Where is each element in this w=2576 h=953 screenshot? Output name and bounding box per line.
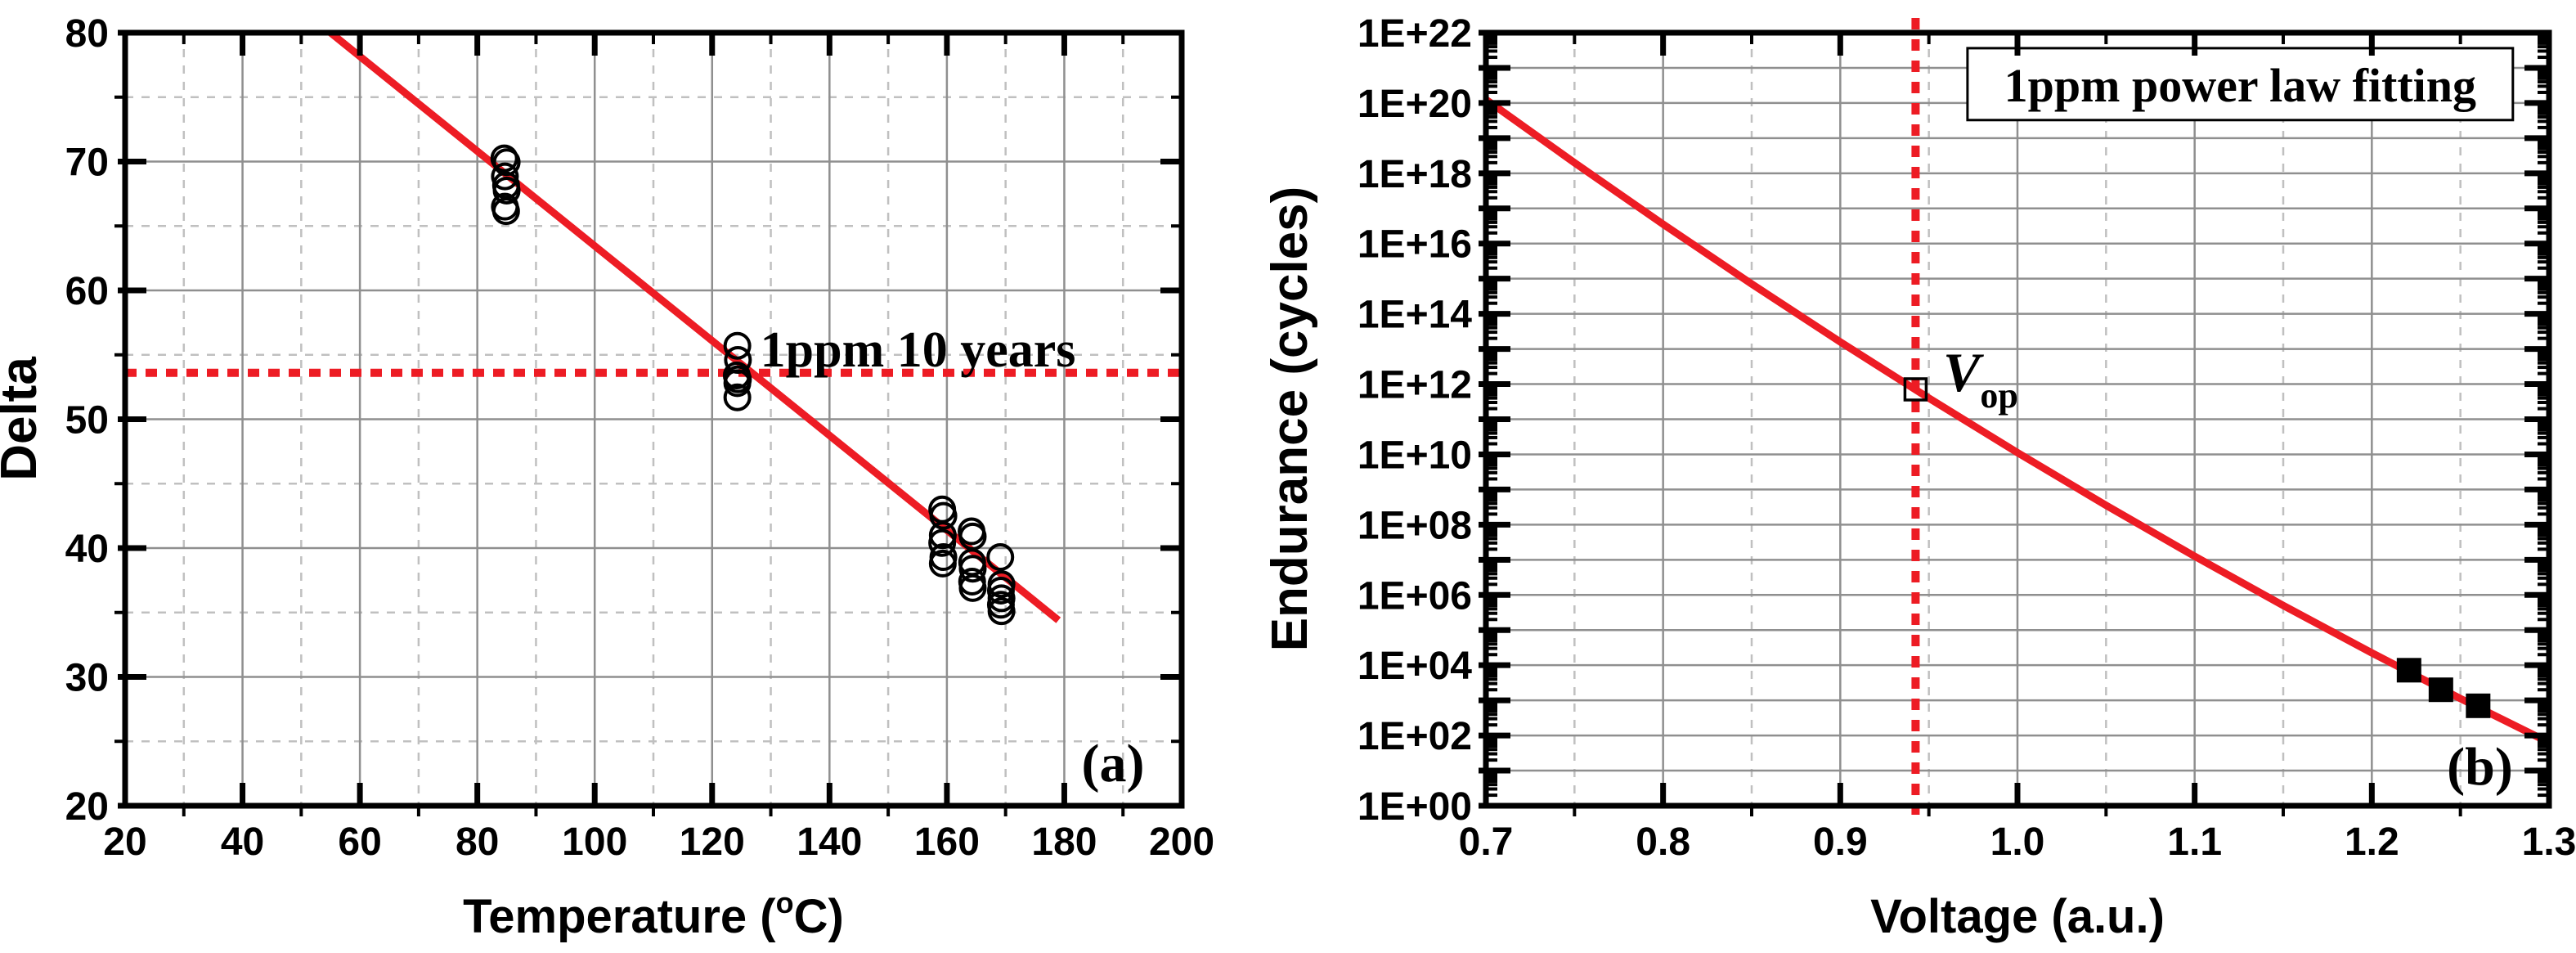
x-tick-label: 80 [456, 820, 499, 864]
panel-b-legend: 1ppm power law fitting [1966, 47, 2515, 122]
x-tick-label: 20 [103, 820, 146, 864]
panel-a-x-title-main: Temperature ( [463, 890, 776, 943]
data-point-open-circle [723, 331, 752, 360]
data-point-open-circle [723, 383, 752, 411]
panel-a-y-axis-title: Delta [0, 357, 47, 481]
panel-b-label: (b) [2447, 737, 2513, 797]
x-tick-label: 0.8 [1636, 820, 1690, 864]
data-point-open-circle [723, 369, 752, 398]
y-tick-label: 1E+08 [1358, 504, 1472, 547]
data-point-open-circle [958, 555, 987, 583]
power-law-fit-line [1483, 96, 2551, 746]
y-tick-label: 60 [65, 270, 109, 313]
x-tick-label: 140 [797, 820, 862, 864]
panel-b-fit [1483, 96, 2551, 746]
y-tick-label: 1E+04 [1358, 645, 1472, 688]
data-point-open-circle [986, 576, 1015, 605]
panel-b-annotations: (b) [2447, 737, 2513, 797]
x-tick-label: 1.3 [2522, 820, 2576, 864]
x-tick-label: 60 [338, 820, 381, 864]
vop-label: Vop [1943, 341, 2018, 416]
panel-b-tick-labels: 0.7 0.8 0.9 1.0 1.1 1.2 1.3 1E+00 1E+02 1E+04 1E+0… [1358, 12, 2576, 864]
panel-b-ticks [1479, 29, 2552, 816]
data-point-filled-square [2428, 677, 2453, 703]
panel-a-data-points [490, 144, 1016, 626]
panel-b-op-marker: Vop [1903, 341, 2018, 416]
panel-b-data-points [2396, 658, 2491, 718]
panel-b: Vop 1ppm power law fitting 0.7 0.8 0.9 1.0 1.1… [1358, 12, 2576, 864]
y-tick-label: 1E+02 [1358, 715, 1472, 758]
vop-label-sub: op [1980, 375, 2017, 416]
y-tick-label: 70 [65, 142, 109, 185]
x-tick-label: 1.0 [1990, 820, 2045, 864]
y-tick-label: 1E+22 [1358, 12, 1472, 56]
data-point-filled-square [2466, 693, 2491, 718]
y-tick-label: 1E+20 [1358, 83, 1472, 126]
x-tick-label: 120 [680, 820, 745, 864]
y-tick-label: 1E+14 [1358, 294, 1472, 337]
data-point-open-circle [928, 528, 957, 557]
y-tick-label: 1E+18 [1358, 153, 1472, 196]
y-tick-label: 20 [65, 785, 109, 829]
panel-a-x-title-post: C) [794, 890, 844, 943]
data-point-open-circle [986, 543, 1015, 572]
y-tick-label: 1E+10 [1358, 434, 1472, 477]
y-tick-label: 50 [65, 399, 109, 443]
data-point-filled-square [2396, 658, 2421, 683]
panel-a-annotations: 1ppm 10 years (a) [761, 322, 1145, 793]
panel-a-label: (a) [1082, 734, 1145, 793]
panel-b-y-axis-title: Endurance (cycles) [1262, 187, 1318, 652]
panel-a-gridlines [125, 33, 1182, 806]
data-point-open-circle [929, 501, 958, 530]
legend-label: 1ppm power law fitting [2004, 59, 2476, 112]
render-root: 20 40 60 80 100 120 140 160 180 200 20 30 40 50 60 70 80… [65, 12, 2576, 864]
x-tick-label: 1.2 [2345, 820, 2399, 864]
y-tick-label: 1E+12 [1358, 364, 1472, 407]
panel-b-gridlines [1486, 33, 2549, 806]
data-point-open-circle [491, 197, 520, 226]
data-point-open-circle [987, 597, 1016, 626]
y-tick-label: 30 [65, 657, 109, 700]
y-tick-label: 80 [65, 12, 109, 56]
x-tick-label: 100 [562, 820, 627, 864]
x-tick-label: 200 [1149, 820, 1214, 864]
y-tick-label: 1E+16 [1358, 223, 1472, 267]
vop-open-square-marker [1903, 377, 1928, 402]
x-tick-label: 0.7 [1459, 820, 1514, 864]
x-tick-label: 40 [221, 820, 264, 864]
y-tick-label: 40 [65, 528, 109, 571]
panel-a: 20 40 60 80 100 120 140 160 180 200 20 30 40 50 60 70 80… [65, 12, 1214, 864]
x-tick-label: 0.9 [1813, 820, 1868, 864]
data-point-open-circle [491, 162, 519, 191]
panel-a-x-title-sup: o [776, 886, 794, 919]
panel-b-x-title-main: Voltage (a.u.) [1870, 890, 2165, 943]
legend-box [1966, 47, 2515, 122]
panel-a-x-axis-title: Temperature (oC) [463, 886, 844, 943]
data-point-open-circle [928, 521, 957, 550]
vop-label-main: V [1943, 341, 1984, 403]
data-point-open-circle [928, 549, 957, 578]
y-tick-label: 1E+00 [1358, 785, 1472, 829]
panel-a-ticks [114, 29, 1185, 816]
data-point-open-circle [490, 144, 518, 173]
data-point-open-circle [492, 176, 521, 205]
data-point-open-circle [958, 573, 987, 602]
panel-b-x-axis-title: Voltage (a.u.) [1870, 890, 2165, 943]
x-tick-label: 1.1 [2167, 820, 2222, 864]
y-tick-label: 1E+06 [1358, 574, 1472, 618]
annotation-1ppm-10-years: 1ppm 10 years [761, 322, 1076, 378]
x-tick-label: 180 [1031, 820, 1097, 864]
x-tick-label: 160 [914, 820, 980, 864]
panel-a-tick-labels: 20 40 60 80 100 120 140 160 180 200 20 30 40 50 60 70 80 [65, 12, 1214, 864]
